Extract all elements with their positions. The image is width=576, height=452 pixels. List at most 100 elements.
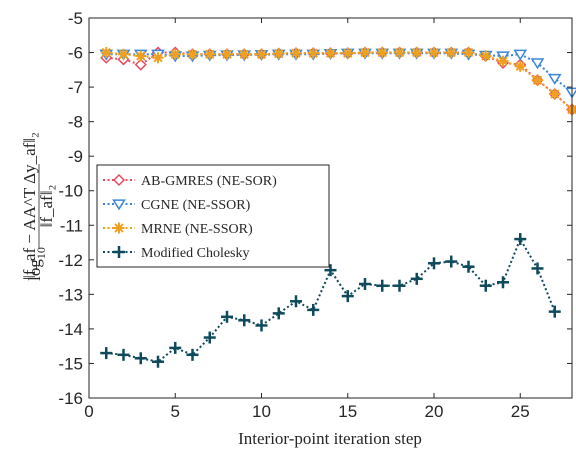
series-line [106, 51, 573, 111]
data-point [479, 279, 492, 292]
data-point [532, 74, 543, 86]
data-point [359, 47, 371, 59]
y-tick-label: -5 [68, 9, 83, 28]
data-point [169, 48, 181, 60]
star-marker-stroke [101, 47, 111, 58]
star-marker-stroke [394, 47, 405, 58]
legend-marker [112, 199, 126, 211]
data-point [169, 341, 182, 354]
data-point [238, 48, 250, 60]
star-marker-stroke [136, 51, 146, 61]
data-point [187, 48, 198, 60]
star-marker-stroke [550, 89, 560, 99]
data-point [256, 48, 267, 60]
diamond-marker-shape [112, 173, 126, 187]
data-point [497, 276, 509, 289]
data-point [238, 314, 251, 327]
data-point [480, 50, 492, 62]
legend: AB-GMRES (NE-SOR) CGNE (NE-SSOR) MRNE (NE-… [96, 164, 330, 268]
y-axis-label-log: log [25, 259, 44, 281]
y-axis-label-numerator: ‖f_af − AA^T Δy_af‖₂ [20, 132, 39, 280]
data-point [255, 319, 268, 332]
legend-label: Modified Cholesky [141, 246, 250, 261]
star-marker-stroke [274, 48, 284, 59]
data-point [290, 47, 302, 59]
star-marker-stroke [239, 49, 249, 59]
star-marker-stroke [515, 61, 525, 72]
series-line [106, 52, 573, 94]
y-tick-label: -12 [58, 251, 83, 270]
star-marker-stroke [429, 47, 439, 58]
data-point [513, 49, 528, 61]
star-marker-stroke [118, 49, 129, 59]
data-point [203, 331, 216, 344]
data-point [100, 47, 112, 59]
star-marker-stroke [532, 75, 543, 85]
data-point [186, 348, 199, 361]
y-tick-labels: -16 -15 -14 -13 -12 -11 -10 -9 -8 -7 -6 -5 [58, 9, 83, 408]
star-marker-stroke [446, 47, 456, 58]
legend-entry-cgne-ne-ssor: CGNE (NE-SSOR) [103, 198, 251, 213]
data-point [273, 48, 285, 60]
star-marker-stroke [291, 48, 301, 58]
star-marker-stroke [187, 49, 198, 59]
y-tick-label: -8 [68, 113, 83, 132]
data-point [530, 58, 545, 70]
legend-label: AB-GMRES (NE-SOR) [141, 174, 277, 189]
data-point [117, 348, 130, 361]
data-point [307, 303, 320, 316]
y-tick-label: -13 [58, 285, 83, 304]
x-tick-label: 10 [252, 402, 271, 421]
star-marker-stroke [412, 47, 422, 58]
data-point [393, 279, 406, 292]
y-tick-label: -7 [68, 78, 83, 97]
axes-layer [88, 17, 573, 399]
data-point [341, 290, 354, 303]
data-point [531, 262, 544, 275]
legend-marker [112, 173, 126, 187]
data-point [134, 352, 147, 365]
data-point [514, 60, 526, 72]
data-point [221, 310, 233, 323]
data-point [221, 48, 233, 60]
star-marker-stroke [343, 48, 353, 58]
y-tick-label: -16 [58, 389, 83, 408]
data-point [497, 55, 509, 67]
data-point [549, 88, 561, 100]
data-point [411, 47, 423, 59]
star-marker-stroke [256, 49, 267, 59]
x-axis-label: Interior-point iteration step [238, 429, 422, 448]
star-marker-stroke [498, 56, 508, 66]
data-point [394, 47, 405, 59]
triangle-marker-shape [547, 73, 562, 85]
y-tick-label: -15 [58, 354, 83, 373]
data-point [410, 272, 423, 285]
data-point [462, 260, 475, 273]
data-point [324, 264, 337, 277]
data-point [134, 58, 147, 71]
data-point [548, 305, 561, 318]
y-tick-label: -10 [58, 182, 83, 201]
triangle-marker-shape [530, 58, 545, 70]
x-tick-label: 20 [425, 402, 444, 421]
data-point [342, 47, 354, 59]
legend-marker [113, 246, 125, 258]
legend-label: CGNE (NE-SSOR) [141, 198, 251, 213]
data-point [152, 52, 164, 64]
star-marker-stroke [463, 47, 474, 58]
data-point [152, 355, 164, 368]
data-point [445, 47, 457, 59]
x-tick-label: 5 [171, 402, 180, 421]
legend-entry-ab-gmres-ne-sor: AB-GMRES (NE-SOR) [103, 173, 277, 189]
svg-text:log10: log10 [25, 247, 48, 281]
star-marker-stroke [377, 47, 387, 58]
series-layer [99, 46, 576, 368]
y-axis-label-base: 10 [34, 247, 48, 259]
star-marker-stroke [114, 223, 124, 233]
data-point [359, 278, 371, 290]
series-modified-cholesky [100, 233, 561, 368]
star-marker-stroke [481, 51, 491, 61]
data-point [325, 47, 336, 59]
data-point [514, 233, 527, 246]
data-point [463, 47, 474, 59]
